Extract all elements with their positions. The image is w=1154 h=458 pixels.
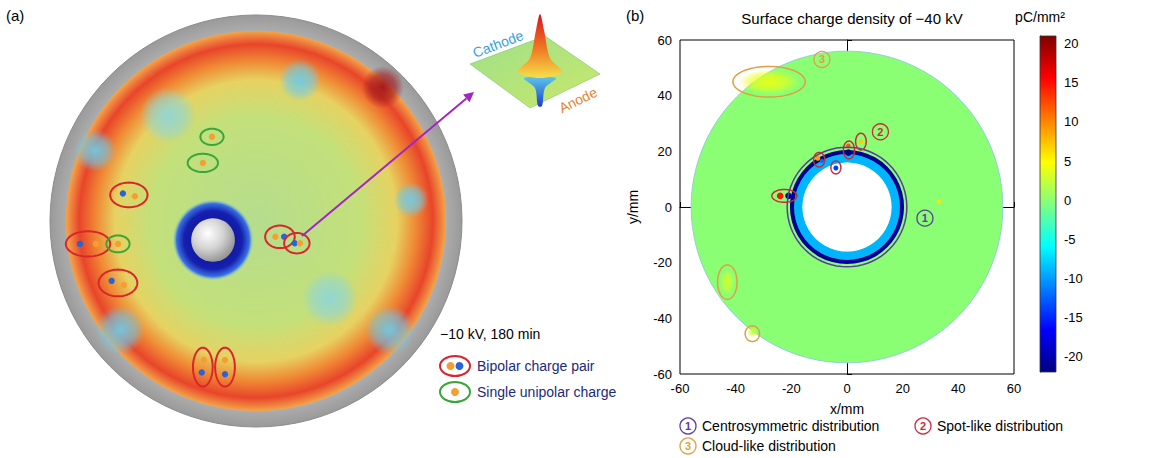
- svg-text:-15: -15: [1064, 310, 1083, 325]
- svg-text:Anode: Anode: [556, 84, 600, 116]
- svg-text:-5: -5: [1064, 232, 1076, 247]
- svg-text:-60: -60: [671, 381, 690, 396]
- svg-text:-20: -20: [782, 381, 801, 396]
- svg-text:1: 1: [685, 420, 691, 432]
- svg-text:pC/mm²: pC/mm²: [1015, 9, 1065, 25]
- svg-text:60: 60: [1007, 381, 1021, 396]
- svg-text:-10: -10: [1064, 271, 1083, 286]
- svg-text:Centrosymmetric distribution: Centrosymmetric distribution: [702, 418, 879, 434]
- svg-text:Cloud-like distribution: Cloud-like distribution: [702, 438, 836, 454]
- svg-text:3: 3: [685, 440, 691, 452]
- svg-text:-40: -40: [653, 311, 672, 326]
- svg-text:15: 15: [1064, 75, 1078, 90]
- svg-text:-20: -20: [653, 255, 672, 270]
- svg-text:Surface charge density of −40: Surface charge density of −40 kV: [741, 10, 962, 27]
- svg-text:2: 2: [877, 126, 883, 138]
- svg-text:(a): (a): [6, 7, 24, 24]
- svg-text:−10 kV, 180 min: −10 kV, 180 min: [440, 326, 540, 342]
- svg-text:1: 1: [922, 212, 928, 224]
- svg-text:Bipolar charge pair: Bipolar charge pair: [477, 358, 595, 374]
- svg-text:2: 2: [920, 420, 926, 432]
- svg-text:3: 3: [819, 53, 825, 65]
- svg-text:(b): (b): [626, 7, 644, 24]
- svg-text:40: 40: [658, 88, 672, 103]
- svg-text:40: 40: [951, 381, 965, 396]
- svg-text:y/mm: y/mm: [625, 190, 641, 224]
- svg-text:x/mm: x/mm: [830, 401, 864, 417]
- svg-text:Single unipolar charge: Single unipolar charge: [477, 384, 617, 400]
- svg-text:20: 20: [658, 144, 672, 159]
- svg-text:5: 5: [1064, 154, 1071, 169]
- svg-text:Cathode: Cathode: [470, 27, 525, 61]
- svg-text:-40: -40: [726, 381, 745, 396]
- svg-text:0: 0: [1064, 193, 1071, 208]
- svg-text:20: 20: [895, 381, 909, 396]
- svg-text:-20: -20: [1064, 349, 1083, 364]
- svg-text:Spot-like distribution: Spot-like distribution: [937, 418, 1063, 434]
- svg-text:60: 60: [658, 33, 672, 48]
- svg-text:0: 0: [665, 200, 672, 215]
- svg-text:20: 20: [1064, 36, 1078, 51]
- svg-text:-60: -60: [653, 367, 672, 382]
- svg-text:0: 0: [843, 381, 850, 396]
- svg-text:10: 10: [1064, 114, 1078, 129]
